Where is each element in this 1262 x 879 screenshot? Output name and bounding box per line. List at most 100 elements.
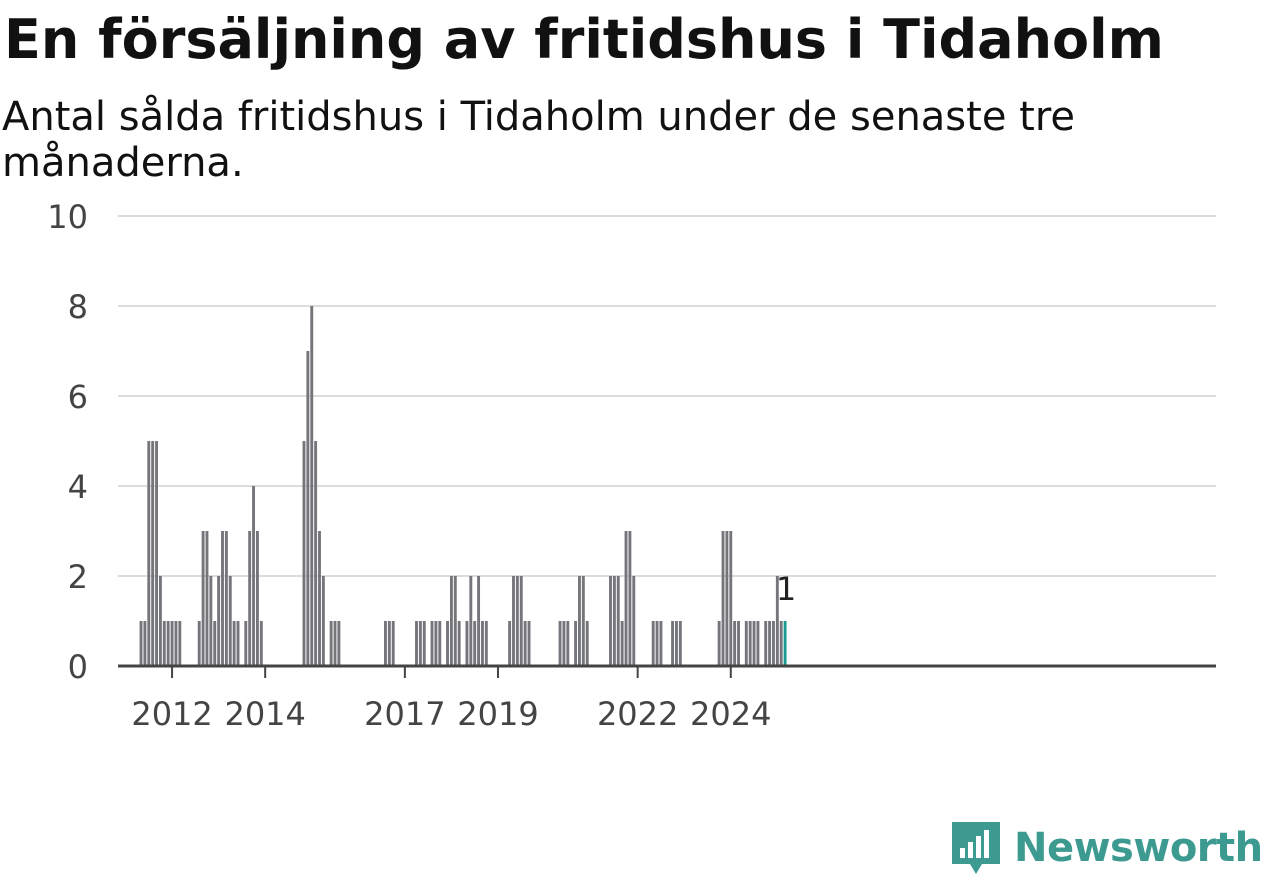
gridlines [118, 215, 1216, 577]
bar [748, 621, 752, 666]
bar [151, 441, 155, 666]
y-tick-label: 0 [68, 648, 88, 686]
bar [449, 576, 453, 666]
labels: 0 2 4 6 8 10 2012 2014 2017 2019 2022 2024 1 [47, 198, 796, 733]
bar [624, 531, 628, 666]
brand-name: Newsworthy [1014, 825, 1262, 871]
bar [717, 621, 721, 666]
bar [197, 621, 201, 666]
bar [224, 531, 228, 666]
bar [333, 621, 337, 666]
bar [469, 576, 473, 666]
chart-subtitle: Antal sålda fritidshus i Tidaholm under … [2, 94, 1076, 186]
x-tick-label: 2014 [224, 695, 305, 733]
bar [259, 621, 263, 666]
bar [438, 621, 442, 666]
bar [329, 621, 333, 666]
bar [255, 531, 259, 666]
bar [512, 576, 515, 666]
bar [515, 576, 519, 666]
bar [733, 621, 737, 666]
bar [465, 621, 469, 666]
bar [527, 621, 531, 666]
bar [155, 441, 158, 666]
bar [473, 621, 477, 666]
last-value-label: 1 [776, 570, 796, 608]
bar [519, 576, 523, 666]
bar [675, 621, 678, 666]
bar [422, 621, 426, 666]
bar [221, 531, 224, 666]
bar [508, 621, 512, 666]
bar [744, 621, 748, 666]
bar [581, 576, 585, 666]
bar [321, 576, 325, 666]
x-tick-label: 2019 [457, 695, 538, 733]
bar [620, 621, 624, 666]
bar [764, 621, 768, 666]
bar [217, 576, 221, 666]
bar [430, 621, 434, 666]
bar [558, 621, 562, 666]
bar [651, 621, 655, 666]
bar [616, 576, 620, 666]
bar [729, 531, 733, 666]
bar [209, 576, 213, 666]
newsworthy-logo-icon [952, 822, 1000, 874]
bar [772, 621, 775, 666]
bar [628, 531, 632, 666]
bar [314, 441, 318, 666]
x-tick-label: 2024 [690, 695, 771, 733]
bar [477, 576, 481, 666]
bar [574, 621, 578, 666]
bar [768, 621, 772, 666]
bar [318, 531, 321, 666]
bar [337, 621, 341, 666]
chart-title: En försäljning av fritidshus i Tidaholm [4, 8, 1164, 71]
bar [566, 621, 570, 666]
bar [632, 576, 636, 666]
bar [415, 621, 418, 666]
brand-logo: Newsworthy [950, 818, 1262, 878]
bar [752, 621, 756, 666]
bar [205, 531, 209, 666]
bar [213, 621, 217, 666]
bar [434, 621, 438, 666]
bar [162, 621, 166, 666]
bar [252, 486, 255, 666]
bar [457, 621, 461, 666]
bar [384, 621, 387, 666]
bar [737, 621, 740, 666]
y-tick-label: 8 [68, 288, 88, 326]
bar [775, 576, 779, 666]
bar [387, 621, 391, 666]
bar [725, 531, 729, 666]
y-tick-label: 6 [68, 378, 88, 416]
bar [481, 621, 484, 666]
bar [671, 621, 675, 666]
bar [236, 621, 240, 666]
bar [228, 576, 232, 666]
bar [391, 621, 395, 666]
bar [143, 621, 147, 666]
y-tick-label: 10 [47, 198, 88, 236]
bar [783, 621, 787, 666]
bar [306, 351, 310, 666]
bar [562, 621, 566, 666]
bar [158, 576, 162, 666]
bar [446, 621, 449, 666]
bars [139, 306, 787, 666]
bar [170, 621, 174, 666]
x-tick-label: 2022 [597, 695, 678, 733]
x-tick-label: 2012 [131, 695, 212, 733]
bar [174, 621, 178, 666]
bar [578, 576, 581, 666]
bar [721, 531, 725, 666]
bar [484, 621, 488, 666]
y-tick-label: 2 [68, 558, 88, 596]
bar [166, 621, 170, 666]
bar [523, 621, 527, 666]
bar [139, 621, 143, 666]
bar [609, 576, 612, 666]
